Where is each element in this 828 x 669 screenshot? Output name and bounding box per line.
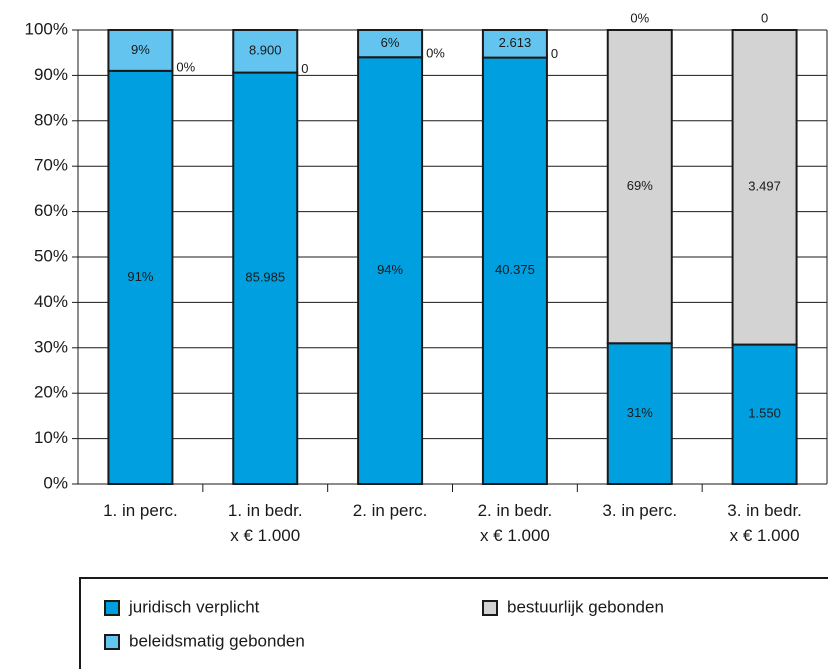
x-tick-label: 1. in bedr. x € 1.000 (228, 501, 303, 545)
y-tick-label: 0% (43, 473, 68, 492)
bar-segment (731, 29, 798, 346)
legend-swatch (104, 634, 120, 650)
legend-label: juridisch verplicht (128, 597, 260, 616)
value-label: 3.497 (748, 179, 781, 194)
bar-segment (107, 69, 174, 486)
x-tick-label: 3. in bedr. x € 1.000 (727, 501, 802, 545)
bar-segment (731, 343, 798, 486)
value-label: 94% (377, 262, 403, 277)
x-tick-line: 3. in bedr. (727, 501, 802, 520)
value-label: 0 (301, 61, 308, 76)
bar-segment (606, 29, 673, 345)
value-label: 0% (176, 59, 195, 74)
y-tick-label: 10% (34, 428, 68, 447)
x-tick-label: 3. in perc. (602, 501, 677, 520)
y-tick-label: 100% (25, 19, 68, 38)
value-label: 9% (131, 42, 150, 57)
x-tick-line: x € 1.000 (730, 526, 800, 545)
bar-segment (481, 29, 548, 59)
y-tick-label: 20% (34, 383, 68, 402)
bar-segment (357, 29, 424, 59)
legend-swatch (104, 600, 120, 616)
x-tick-line: 3. in perc. (602, 501, 677, 520)
y-tick-label: 90% (34, 65, 68, 84)
legend-swatch (482, 600, 498, 616)
value-label: 0 (761, 10, 768, 25)
x-tick-label: 2. in bedr. x € 1.000 (478, 501, 553, 545)
x-tick-line: 2. in bedr. (478, 501, 553, 520)
y-tick-label: 40% (34, 292, 68, 311)
y-tick-label: 30% (34, 337, 68, 356)
value-label: 40.375 (495, 262, 535, 277)
x-tick-line: 2. in perc. (353, 501, 428, 520)
value-label: 0% (426, 46, 445, 61)
x-tick-label: 1. in perc. (103, 501, 178, 520)
y-tick-label: 80% (34, 110, 68, 129)
legend-box (79, 577, 828, 669)
value-label: 2.613 (499, 35, 532, 50)
y-tick-label: 50% (34, 246, 68, 265)
bar-segment (357, 56, 424, 486)
x-tick-line: x € 1.000 (230, 526, 300, 545)
value-label: 1.550 (748, 406, 781, 421)
legend-label: beleidsmatig gebonden (129, 631, 305, 650)
x-tick-line: 1. in perc. (103, 501, 178, 520)
x-tick-line: x € 1.000 (480, 526, 550, 545)
value-label: 69% (627, 178, 653, 193)
value-label: 6% (381, 35, 400, 50)
bar-segment (107, 29, 174, 72)
value-label: 0 (551, 46, 558, 61)
value-label: 31% (627, 405, 653, 420)
y-tick-label: 70% (34, 156, 68, 175)
value-label: 85.985 (245, 270, 285, 285)
x-tick-line: 1. in bedr. (228, 501, 303, 520)
y-tick-label: 60% (34, 201, 68, 220)
value-label: 91% (127, 269, 153, 284)
value-label: 8.900 (249, 43, 282, 58)
bar-segment (481, 56, 548, 485)
legend-label: bestuurlijk gebonden (507, 597, 664, 616)
value-label: 0% (630, 10, 649, 25)
bar-segment (606, 342, 673, 486)
bar-segment (232, 71, 299, 486)
x-tick-label: 2. in perc. (353, 501, 428, 520)
bar-segment (232, 29, 299, 74)
